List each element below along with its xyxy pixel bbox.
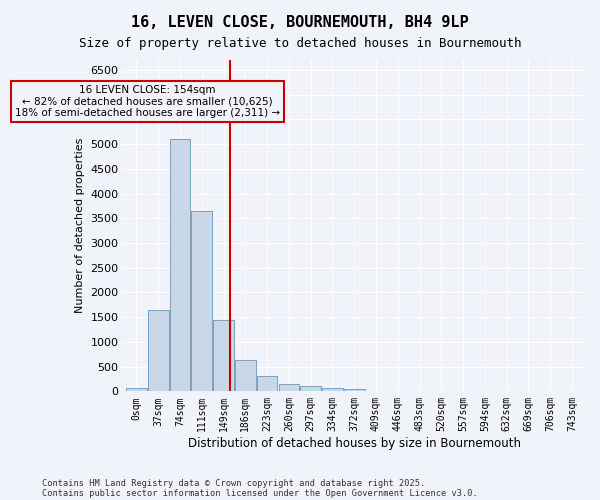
Bar (344, 388, 365, 392)
Bar (322, 388, 343, 392)
Bar (257, 376, 277, 392)
Bar (170, 139, 190, 392)
X-axis label: Distribution of detached houses by size in Bournemouth: Distribution of detached houses by size … (188, 437, 521, 450)
Text: Contains public sector information licensed under the Open Government Licence v3: Contains public sector information licen… (42, 488, 478, 498)
Text: Size of property relative to detached houses in Bournemouth: Size of property relative to detached ho… (79, 38, 521, 51)
Text: 16 LEVEN CLOSE: 154sqm
← 82% of detached houses are smaller (10,625)
18% of semi: 16 LEVEN CLOSE: 154sqm ← 82% of detached… (15, 84, 280, 118)
Bar (191, 211, 212, 392)
Bar (148, 310, 169, 392)
Bar (278, 384, 299, 392)
Bar (213, 320, 234, 392)
Text: Contains HM Land Registry data © Crown copyright and database right 2025.: Contains HM Land Registry data © Crown c… (42, 478, 425, 488)
Bar (126, 388, 147, 392)
Text: 16, LEVEN CLOSE, BOURNEMOUTH, BH4 9LP: 16, LEVEN CLOSE, BOURNEMOUTH, BH4 9LP (131, 15, 469, 30)
Bar (235, 360, 256, 392)
Bar (301, 386, 321, 392)
Y-axis label: Number of detached properties: Number of detached properties (75, 138, 85, 314)
